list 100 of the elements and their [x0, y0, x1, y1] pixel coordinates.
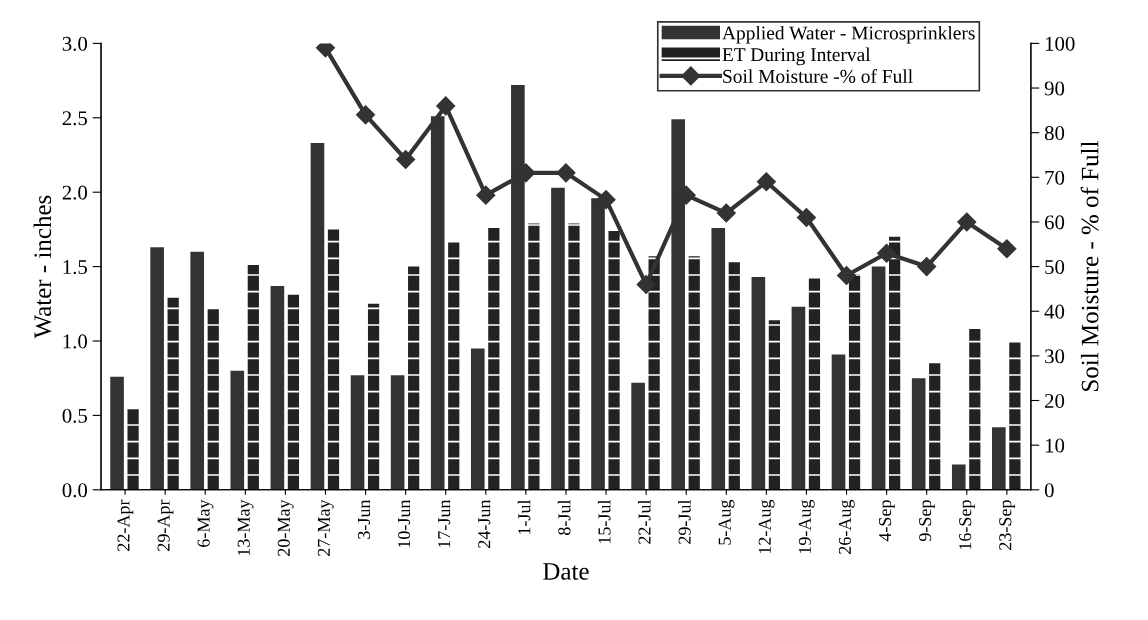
y2-tick-label: 50: [1045, 259, 1065, 275]
bar: [751, 277, 766, 490]
bar: [230, 370, 245, 490]
y2-tick-label: 20: [1045, 393, 1065, 408]
y-axis-title: Water - inches: [33, 195, 52, 339]
y-tick-label: 0.5: [62, 408, 88, 423]
bar: [390, 375, 405, 490]
bar: [688, 256, 700, 490]
point: [997, 239, 1017, 259]
x-tick-label: 16-Sep: [959, 500, 975, 550]
bar: [551, 187, 565, 490]
bar: [1009, 341, 1021, 490]
x-tick-label: 10-Jun: [397, 499, 411, 548]
bar: [150, 247, 164, 490]
bar: [367, 303, 380, 490]
bar: [528, 223, 540, 490]
bar: [190, 251, 205, 490]
bar: [448, 241, 460, 490]
bar: [848, 274, 861, 490]
x-tick-label: 4-Sep: [879, 500, 895, 542]
x-tick-label: 23-Sep: [999, 500, 1016, 550]
bar: [110, 376, 124, 490]
y-tick-label: 1.0: [63, 334, 88, 349]
x-tick-label: 24-Jun: [478, 499, 491, 548]
bar: [408, 266, 420, 490]
point: [476, 185, 496, 205]
bar: [648, 256, 660, 490]
x-tick-label: 6-May: [197, 499, 214, 547]
x-tick-label: 26-Aug: [838, 499, 855, 554]
y2-axis-title: Soil Moisture - % of Full: [1080, 141, 1099, 391]
legend-label: ET During Interval: [722, 47, 871, 66]
point: [436, 96, 456, 116]
x-tick-label: 12-Aug: [758, 499, 775, 554]
x-tick-label: 22-Apr: [117, 499, 134, 551]
point: [957, 212, 977, 232]
bar: [167, 297, 179, 490]
y2-tick-label: 40: [1044, 304, 1065, 319]
bar: [488, 227, 500, 490]
x-tick-label: 29-Apr: [157, 499, 174, 551]
bar: [310, 143, 325, 490]
x-tick-label: 8-Jul: [557, 499, 571, 535]
y-tick-label: 2.0: [62, 185, 88, 200]
x-tick-label: 20-May: [277, 499, 294, 556]
x-tick-label: 19-Aug: [798, 499, 815, 554]
point: [836, 265, 857, 286]
y2-tick-label: 10: [1045, 438, 1065, 453]
bar: [608, 230, 620, 490]
x-tick-label: 15-Jul: [597, 499, 611, 544]
point: [596, 190, 616, 210]
point: [756, 172, 776, 192]
x-tick-label: 22-Jul: [637, 499, 651, 544]
bar: [831, 354, 846, 490]
bar: [951, 464, 966, 490]
point: [556, 163, 576, 183]
legend-label: Soil Moisture -% of Full: [723, 69, 913, 83]
x-tick-label: 27-May: [317, 499, 334, 556]
bar: [768, 320, 780, 490]
x-tick-label: 9-Sep: [919, 500, 935, 542]
bar: [568, 223, 580, 490]
x-tick-label: 3-Jun: [357, 499, 371, 539]
y2-tick-label: 80: [1044, 126, 1065, 141]
y2-tick-label: 30: [1045, 349, 1065, 364]
x-tick-label: 17-Jun: [438, 499, 451, 548]
y2-tick-label: 0: [1044, 483, 1054, 498]
y-tick-label: 0.0: [62, 483, 88, 498]
y-tick-label: 3.0: [62, 36, 88, 51]
y2-tick-label: 100: [1045, 36, 1075, 51]
y-tick-label: 1.5: [63, 260, 88, 275]
point: [877, 243, 897, 263]
x-tick-label: 29-Jul: [678, 499, 691, 544]
bar: [631, 382, 645, 490]
x-tick-label: 13-May: [237, 499, 254, 556]
point: [716, 203, 736, 223]
y2-tick-label: 60: [1044, 215, 1065, 230]
bar: [929, 363, 941, 490]
point: [636, 274, 656, 294]
y2-tick-label: 70: [1045, 170, 1065, 185]
y2-tick-label: 90: [1044, 81, 1065, 96]
bar: [969, 329, 981, 490]
point: [396, 149, 416, 169]
bar: [889, 236, 901, 490]
bar: [871, 266, 886, 490]
point: [917, 257, 937, 277]
bar: [711, 227, 726, 490]
x-tick-label: 1-Jul: [517, 499, 531, 535]
x-tick-label: 5-Aug: [718, 499, 735, 545]
point: [796, 207, 816, 228]
bar: [728, 262, 740, 490]
x-axis-title: Date: [543, 563, 589, 580]
bar: [127, 407, 139, 490]
point: [356, 105, 376, 125]
bar: [791, 306, 806, 490]
bar: [911, 378, 926, 490]
bar: [327, 229, 340, 490]
bar: [992, 427, 1006, 490]
bar: [350, 375, 365, 490]
bar: [247, 265, 259, 490]
bar: [808, 278, 821, 490]
bar: [207, 308, 219, 490]
bar: [270, 285, 285, 490]
